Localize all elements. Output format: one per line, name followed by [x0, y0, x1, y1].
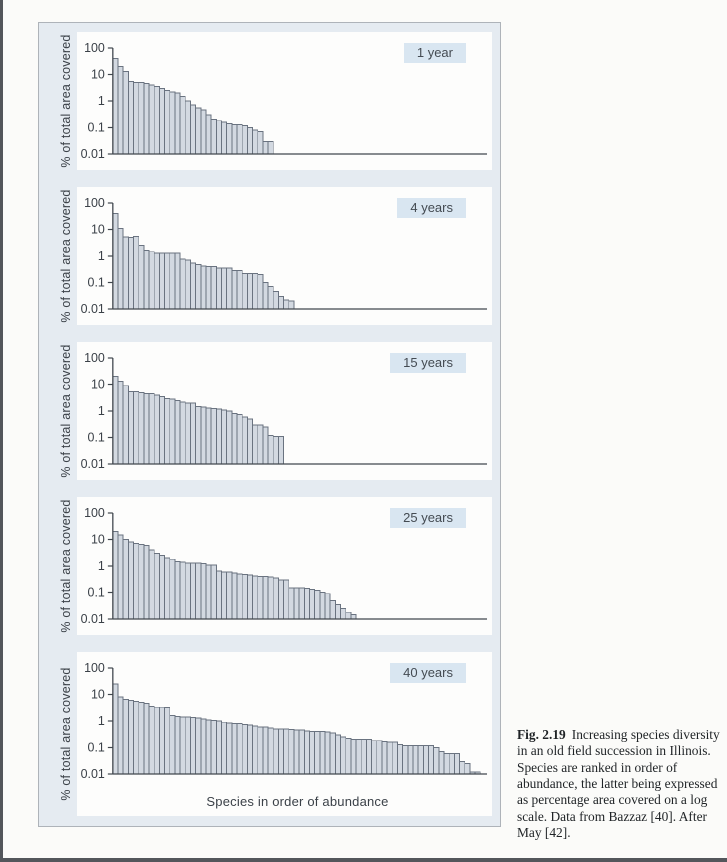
- svg-text:0.01: 0.01: [81, 767, 105, 781]
- scan-edge-left: [0, 0, 3, 862]
- svg-text:0.1: 0.1: [88, 741, 105, 755]
- bar-chart-1-year: 100 10 1 0.1 0.01: [81, 41, 488, 161]
- bar-chart-4-years: 100 10 1 0.1 0.01: [81, 196, 488, 316]
- y-axis-label: % of total area covered: [59, 344, 73, 478]
- bar-chart-40-years: 100 10 1 0.1 0.01: [81, 661, 488, 781]
- svg-text:10: 10: [91, 223, 105, 237]
- svg-text:0.01: 0.01: [81, 457, 105, 471]
- year-badge-1-year: 1 year: [403, 43, 466, 63]
- svg-text:10: 10: [91, 533, 105, 547]
- y-axis-label: % of total area covered: [59, 189, 73, 323]
- y-axis-label: % of total area covered: [59, 667, 73, 801]
- year-badge-25-years: 25 years: [390, 508, 466, 528]
- svg-text:1: 1: [98, 94, 105, 108]
- y-axis-label: % of total area covered: [59, 499, 73, 633]
- svg-text:100: 100: [84, 41, 105, 55]
- svg-text:0.1: 0.1: [88, 431, 105, 445]
- plot-area-40-years: 100 10 1 0.1 0.01 40 years Species in order …: [77, 652, 492, 816]
- figure-caption: Fig. 2.19 Increasing species diversity in…: [517, 727, 725, 841]
- svg-text:0.01: 0.01: [81, 612, 105, 626]
- svg-text:1: 1: [98, 404, 105, 418]
- svg-text:0.1: 0.1: [88, 586, 105, 600]
- svg-text:1: 1: [98, 714, 105, 728]
- plot-area-1-year: 100 10 1 0.1 0.01 1 year: [77, 32, 492, 170]
- figure-panel: % of total area covered 100 10 1 0.1 0.01 1 …: [38, 22, 501, 827]
- svg-text:10: 10: [91, 378, 105, 392]
- plot-area-15-years: 100 10 1 0.1 0.01 15 years: [77, 342, 492, 480]
- svg-text:1: 1: [98, 249, 105, 263]
- svg-text:100: 100: [84, 506, 105, 520]
- x-axis-label: Species in order of abundance: [206, 794, 389, 809]
- year-badge-15-years: 15 years: [390, 353, 466, 373]
- svg-text:10: 10: [91, 68, 105, 82]
- subplot-15-years: % of total area covered 100 10 1 0.1 0.01 15…: [55, 342, 492, 480]
- svg-text:1: 1: [98, 559, 105, 573]
- y-axis-label: % of total area covered: [59, 34, 73, 168]
- scan-edge-bottom: [0, 858, 727, 862]
- subplot-40-years: % of total area covered 100 10 1 0.1 0.01 40…: [55, 652, 492, 816]
- year-badge-4-years: 4 years: [397, 198, 466, 218]
- subplot-25-years: % of total area covered 100 10 1 0.1 0.01 25…: [55, 497, 492, 635]
- bar-chart-15-years: 100 10 1 0.1 0.01: [81, 351, 488, 471]
- svg-text:0.1: 0.1: [88, 121, 105, 135]
- svg-text:100: 100: [84, 661, 105, 675]
- svg-text:100: 100: [84, 196, 105, 210]
- plot-area-25-years: 100 10 1 0.1 0.01 25 years: [77, 497, 492, 635]
- svg-text:0.1: 0.1: [88, 276, 105, 290]
- subplot-4-years: % of total area covered 100 10 1 0.1 0.01 4 …: [55, 187, 492, 325]
- year-badge-40-years: 40 years: [390, 663, 466, 683]
- subplot-1-year: % of total area covered 100 10 1 0.1 0.01 1 …: [55, 32, 492, 170]
- plot-area-4-years: 100 10 1 0.1 0.01 4 years: [77, 187, 492, 325]
- svg-text:0.01: 0.01: [81, 147, 105, 161]
- svg-text:0.01: 0.01: [81, 302, 105, 316]
- caption-text: Increasing species diversity in an old f…: [517, 727, 720, 841]
- svg-text:100: 100: [84, 351, 105, 365]
- caption-fig-label: Fig. 2.19: [517, 727, 566, 742]
- svg-text:10: 10: [91, 688, 105, 702]
- bar-chart-25-years: 100 10 1 0.1 0.01: [81, 506, 488, 626]
